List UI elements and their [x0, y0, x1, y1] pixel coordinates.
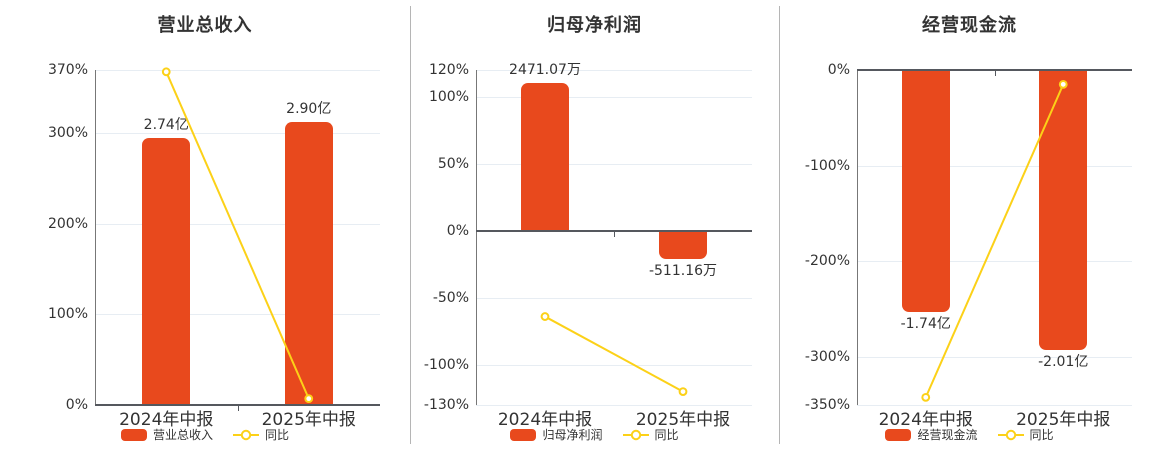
y-axis-spine: [95, 70, 96, 405]
bar-value-label: -511.16万: [648, 262, 718, 279]
legend-line-label[interactable]: 同比: [654, 428, 679, 442]
legend: 营业总收入 同比: [0, 426, 410, 444]
bar-2025年中报[interactable]: [1039, 71, 1088, 350]
bar-value-label: 2471.07万: [509, 62, 581, 79]
y-tick-label: 200%: [47, 215, 88, 232]
legend-line-glyph[interactable]: [622, 429, 649, 441]
y-tick-label: 100%: [47, 306, 88, 323]
grid-line: [95, 70, 380, 71]
yoy-line-path: [165, 71, 310, 400]
grid-line: [95, 314, 380, 316]
category-axis-tick: [614, 231, 615, 237]
yoy-line: [161, 67, 314, 404]
bar-2025年中报[interactable]: [284, 121, 333, 405]
yoy-line: [921, 79, 1068, 402]
legend-bar-swatch[interactable]: [120, 429, 147, 441]
legend-line-label[interactable]: 同比: [265, 428, 290, 442]
zero-axis-line: [95, 404, 380, 406]
y-tick-label: -350%: [804, 397, 850, 413]
grid-line: [857, 165, 1132, 167]
y-tick-label: 120%: [428, 62, 469, 78]
bar-value-label: 2.74亿: [143, 116, 189, 133]
grid-line: [476, 70, 752, 71]
y-tick-label: 370%: [47, 62, 88, 78]
y-tick-label: -100%: [804, 157, 850, 174]
grid-line: [857, 405, 1132, 406]
yoy-point[interactable]: [540, 312, 550, 321]
yoy-point[interactable]: [161, 67, 171, 77]
y-axis-spine: [857, 70, 858, 405]
y-tick-label: 300%: [47, 125, 88, 142]
yoy-point[interactable]: [1058, 79, 1068, 89]
legend-bar-label[interactable]: 营业总收入: [152, 428, 213, 442]
bar-value-label: -1.74亿: [900, 316, 951, 333]
legend-bar-swatch[interactable]: [510, 429, 537, 441]
chart-panel-revenue: 营业总收入 370% 300% 200% 100% 0% 2.74亿 2024年中报 2.90…: [0, 0, 410, 450]
grid-line: [476, 364, 752, 366]
y-axis-spine: [476, 70, 477, 405]
chart-title: 归母净利润: [547, 15, 642, 36]
bar-2025年中报[interactable]: [659, 231, 707, 259]
legend-line-glyph[interactable]: [233, 429, 259, 441]
y-tick-label: -300%: [804, 349, 850, 366]
x-category-label: 2024年中报: [878, 410, 973, 430]
chart-title: 经营现金流: [922, 15, 1017, 36]
y-tick-label: -130%: [423, 397, 469, 413]
y-tick-label: 50%: [437, 155, 469, 172]
plot-area: 0% -100% -200% -300% -350% -1.74亿 2024年中报 -2.01…: [779, 0, 1160, 450]
bar-2024年中报[interactable]: [142, 137, 191, 405]
chart-panel-net-profit: 归母净利润 120% 100% 50% 0% -50% -100% -130% 2471.07…: [410, 0, 779, 450]
yoy-line: [540, 312, 688, 397]
grid-line: [476, 163, 752, 165]
x-category-label: 2025年中报: [261, 410, 356, 430]
grid-line: [476, 96, 752, 98]
x-category-label: 2025年中报: [635, 410, 731, 430]
yoy-point[interactable]: [921, 392, 931, 402]
zero-axis-line: [476, 229, 752, 232]
bar-2024年中报[interactable]: [901, 71, 950, 313]
yoy-line-path: [924, 83, 1065, 398]
legend-line-glyph[interactable]: [997, 429, 1024, 441]
grid-line: [476, 297, 752, 299]
grid-line: [95, 133, 380, 135]
y-tick-label: 0%: [446, 222, 469, 239]
zero-axis-line: [857, 69, 1132, 71]
legend-bar-label[interactable]: 经营现金流: [917, 428, 978, 442]
x-category-label: 2024年中报: [497, 410, 593, 430]
x-category-label: 2025年中报: [1016, 410, 1111, 430]
y-tick-label: 0%: [65, 397, 88, 413]
y-tick-label: 0%: [827, 62, 850, 78]
y-tick-label: 100%: [428, 88, 469, 105]
chart-panel-operating-cash-flow: 经营现金流 0% -100% -200% -300% -350% -1.74亿 2024年中…: [779, 0, 1160, 450]
panel-divider: [779, 6, 780, 444]
yoy-line-path: [544, 315, 684, 393]
grid-line: [476, 405, 752, 406]
category-axis-tick: [994, 71, 996, 76]
bar-2024年中报[interactable]: [521, 83, 569, 231]
legend-line-label[interactable]: 同比: [1029, 428, 1054, 442]
yoy-point[interactable]: [678, 387, 688, 397]
legend-bar-swatch[interactable]: [885, 429, 912, 441]
grid-line: [857, 261, 1132, 263]
y-tick-label: -50%: [432, 289, 469, 306]
bar-value-label: 2.90亿: [286, 100, 332, 117]
legend: 归母净利润 同比: [410, 426, 779, 444]
panel-divider: [410, 6, 411, 444]
grid-line: [95, 223, 380, 225]
yoy-point[interactable]: [304, 394, 314, 404]
plot-area: 120% 100% 50% 0% -50% -100% -130% 2471.07万 2024年…: [410, 0, 779, 450]
legend-bar-label[interactable]: 归母净利润: [542, 428, 603, 442]
x-category-label: 2024年中报: [119, 410, 214, 430]
plot-area: 370% 300% 200% 100% 0% 2.74亿 2024年中报 2.90亿 2025年…: [0, 0, 410, 450]
y-tick-label: -100%: [423, 356, 469, 373]
category-axis-tick: [237, 406, 239, 411]
legend: 经营现金流 同比: [779, 426, 1160, 444]
chart-title: 营业总收入: [157, 15, 253, 36]
bar-value-label: -2.01亿: [1038, 353, 1089, 370]
y-tick-label: -200%: [804, 253, 850, 270]
grid-line: [857, 357, 1132, 359]
